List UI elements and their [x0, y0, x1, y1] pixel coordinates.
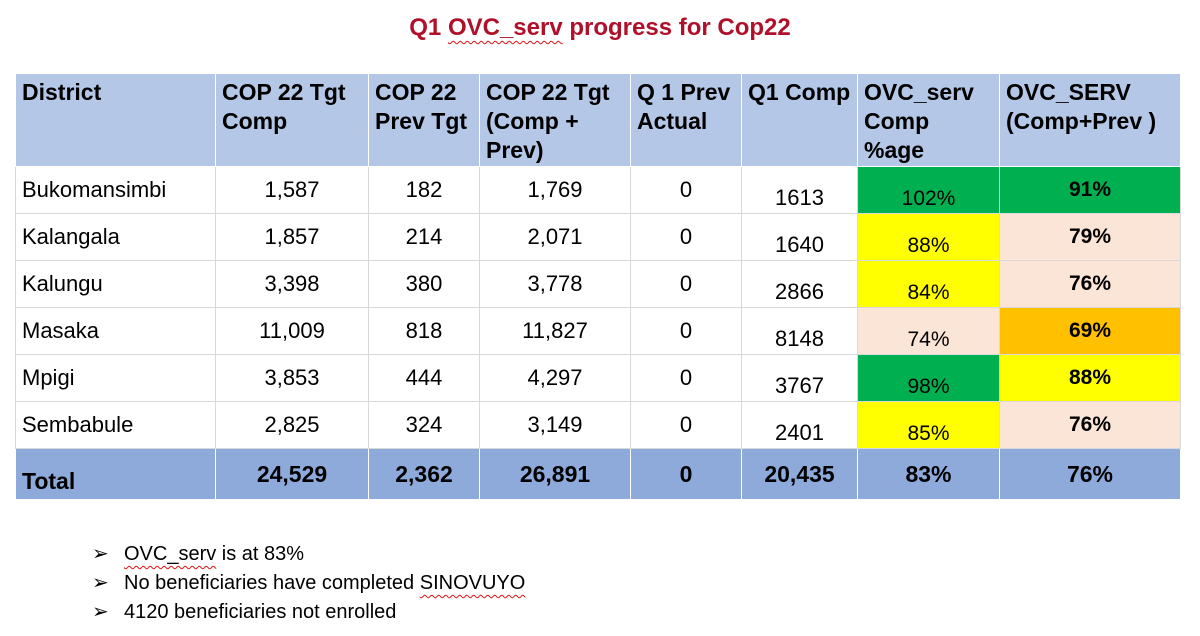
tgt-total-cell: 3,778 [479, 260, 631, 308]
prev-actual-cell: 0 [630, 260, 742, 308]
table-row: Bukomansimbi 1,587 182 1,769 0 1613 102% 91% [15, 166, 1181, 214]
district-cell: Kalungu [15, 260, 216, 308]
prev-actual-cell: 0 [630, 307, 742, 355]
total-tgt-comp: 24,529 [215, 448, 369, 500]
total-tgt-total: 26,891 [479, 448, 631, 500]
header-tgt-total: COP 22 Tgt (Comp + Prev) [479, 73, 631, 167]
tgt-comp-cell: 2,825 [215, 401, 369, 449]
note-text: 4120 beneficiaries not enrolled [124, 601, 397, 623]
page-title: Q1 OVC_serv progress for Cop22 [0, 14, 1200, 42]
total-label: Total [15, 448, 216, 500]
total-prev-actual: 0 [630, 448, 742, 500]
note-item: ➢ OVC_serv is at 83% [92, 540, 525, 569]
total-pct-cell: 76% [999, 260, 1181, 308]
progress-table: District COP 22 Tgt Comp COP 22 Prev Tgt… [15, 73, 1181, 500]
table-row: Mpigi 3,853 444 4,297 0 3767 98% 88% [15, 354, 1181, 402]
total-pct-cell: 91% [999, 166, 1181, 214]
prev-actual-cell: 0 [630, 401, 742, 449]
q1-comp-cell: 2401 [741, 401, 858, 449]
notes-list: ➢ OVC_serv is at 83% ➢ No beneficiaries … [92, 540, 525, 627]
tgt-comp-cell: 1,587 [215, 166, 369, 214]
note-marked-word: OVC_serv [124, 543, 217, 565]
header-tgt-comp: COP 22 Tgt Comp [215, 73, 369, 167]
tgt-comp-cell: 3,398 [215, 260, 369, 308]
prev-tgt-cell: 182 [368, 166, 480, 214]
total-comp-pct: 83% [857, 448, 1000, 500]
arrow-bullet-icon: ➢ [92, 601, 109, 623]
comp-pct-cell: 102% [857, 166, 1000, 214]
tgt-total-cell: 3,149 [479, 401, 631, 449]
comp-pct-cell: 98% [857, 354, 1000, 402]
prev-tgt-cell: 444 [368, 354, 480, 402]
title-marked-word: OVC_serv [447, 14, 563, 41]
comp-pct-cell: 74% [857, 307, 1000, 355]
total-pct-cell: 76% [999, 401, 1181, 449]
comp-pct-cell: 88% [857, 213, 1000, 261]
table-row: Kalangala 1,857 214 2,071 0 1640 88% 79% [15, 213, 1181, 261]
total-total-pct: 76% [999, 448, 1181, 500]
total-pct-cell: 79% [999, 213, 1181, 261]
total-pct-cell: 88% [999, 354, 1181, 402]
note-item: ➢ 4120 beneficiaries not enrolled [92, 598, 525, 627]
prev-tgt-cell: 380 [368, 260, 480, 308]
comp-pct-cell: 85% [857, 401, 1000, 449]
prev-actual-cell: 0 [630, 354, 742, 402]
title-suffix: progress for Cop22 [562, 14, 791, 41]
prev-tgt-cell: 214 [368, 213, 480, 261]
note-text: No beneficiaries have completed [124, 572, 420, 594]
district-cell: Kalangala [15, 213, 216, 261]
total-q1-comp: 20,435 [741, 448, 858, 500]
title-prefix: Q1 [409, 14, 448, 41]
header-total-pct: OVC_SERV (Comp+Prev ) [999, 73, 1181, 167]
note-item: ➢ No beneficiaries have completed SINOVU… [92, 569, 525, 598]
header-q1-comp: Q1 Comp [741, 73, 858, 167]
prev-tgt-cell: 324 [368, 401, 480, 449]
q1-comp-cell: 2866 [741, 260, 858, 308]
table-row: Masaka 11,009 818 11,827 0 8148 74% 69% [15, 307, 1181, 355]
q1-comp-cell: 8148 [741, 307, 858, 355]
tgt-total-cell: 11,827 [479, 307, 631, 355]
district-cell: Sembabule [15, 401, 216, 449]
prev-tgt-cell: 818 [368, 307, 480, 355]
q1-comp-cell: 1613 [741, 166, 858, 214]
tgt-total-cell: 2,071 [479, 213, 631, 261]
prev-actual-cell: 0 [630, 166, 742, 214]
note-text: is at 83% [216, 543, 305, 565]
tgt-comp-cell: 11,009 [215, 307, 369, 355]
table-header-row: District COP 22 Tgt Comp COP 22 Prev Tgt… [15, 73, 1181, 167]
header-prev-actual: Q 1 Prev Actual [630, 73, 742, 167]
district-cell: Bukomansimbi [15, 166, 216, 214]
total-row: Total 24,529 2,362 26,891 0 20,435 83% 7… [15, 448, 1181, 500]
total-prev-tgt: 2,362 [368, 448, 480, 500]
arrow-bullet-icon: ➢ [92, 572, 109, 594]
header-comp-pct: OVC_serv Comp %age [857, 73, 1000, 167]
note-marked-word: SINOVUYO [419, 572, 526, 594]
total-pct-cell: 69% [999, 307, 1181, 355]
tgt-total-cell: 4,297 [479, 354, 631, 402]
prev-actual-cell: 0 [630, 213, 742, 261]
district-cell: Mpigi [15, 354, 216, 402]
district-cell: Masaka [15, 307, 216, 355]
comp-pct-cell: 84% [857, 260, 1000, 308]
tgt-comp-cell: 1,857 [215, 213, 369, 261]
tgt-comp-cell: 3,853 [215, 354, 369, 402]
arrow-bullet-icon: ➢ [92, 543, 109, 565]
table-row: Kalungu 3,398 380 3,778 0 2866 84% 76% [15, 260, 1181, 308]
table-row: Sembabule 2,825 324 3,149 0 2401 85% 76% [15, 401, 1181, 449]
q1-comp-cell: 3767 [741, 354, 858, 402]
header-prev-tgt: COP 22 Prev Tgt [368, 73, 480, 167]
tgt-total-cell: 1,769 [479, 166, 631, 214]
header-district: District [15, 73, 216, 167]
q1-comp-cell: 1640 [741, 213, 858, 261]
